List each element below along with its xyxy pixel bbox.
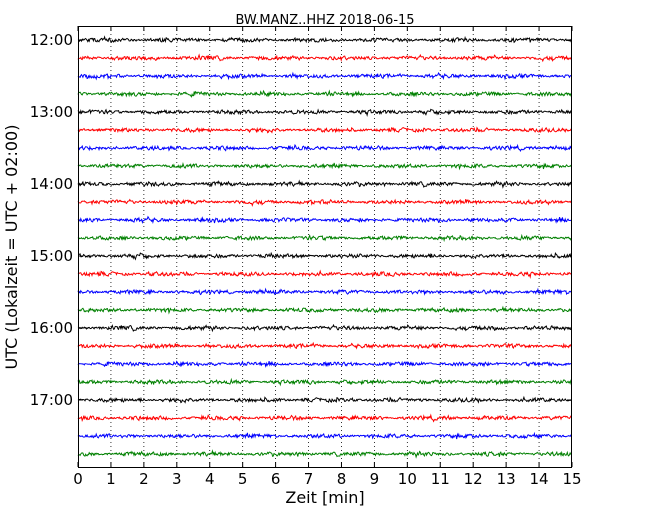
x-tick-label: 11 (431, 470, 450, 488)
trace-1345 (77, 162, 572, 171)
trace-1300 (77, 108, 572, 117)
trace-1730 (77, 431, 572, 440)
x-tick-label: 6 (271, 470, 281, 488)
trace-1400 (77, 179, 572, 189)
y-tick-label: 15:00 (30, 247, 73, 265)
trace-1600 (77, 323, 572, 333)
trace-1615 (77, 341, 572, 350)
seismogram-traces (77, 35, 572, 459)
x-tick-label: 9 (370, 470, 380, 488)
x-axis-label: Zeit [min] (285, 488, 364, 507)
trace-1745 (77, 449, 572, 459)
x-tick-label: 4 (205, 470, 215, 488)
y-tick-label: 17:00 (30, 391, 73, 409)
x-tick-label: 7 (304, 470, 314, 488)
trace-1230 (77, 71, 572, 81)
trace-1515 (77, 269, 572, 279)
x-axis-ticks: 0 1 2 3 4 5 6 7 8 9 10 11 12 13 14 15 (73, 26, 582, 488)
x-tick-label: 15 (562, 470, 581, 488)
x-tick-label: 10 (398, 470, 417, 488)
x-tick-label: 3 (172, 470, 182, 488)
trace-1630 (77, 360, 572, 369)
trace-1645 (77, 377, 572, 387)
trace-1200 (77, 35, 572, 44)
x-tick-label: 12 (464, 470, 483, 488)
trace-1245 (77, 89, 572, 98)
y-axis-ticks: 12:00 13:00 14:00 15:00 16:00 17:00 (30, 31, 572, 409)
y-tick-label: 12:00 (30, 31, 73, 49)
x-tick-label: 0 (73, 470, 83, 488)
x-tick-label: 14 (530, 470, 549, 488)
trace-1415 (77, 198, 572, 207)
trace-1545 (77, 305, 572, 315)
x-tick-label: 13 (497, 470, 516, 488)
trace-1430 (77, 215, 572, 224)
y-tick-label: 16:00 (30, 319, 73, 337)
vertical-gridlines (110, 26, 540, 467)
x-tick-label: 2 (139, 470, 149, 488)
trace-1715 (77, 413, 572, 423)
trace-1215 (77, 53, 572, 63)
trace-1530 (77, 287, 572, 296)
plot-frame (78, 26, 572, 468)
x-tick-label: 1 (106, 470, 116, 488)
x-tick-label: 8 (337, 470, 347, 488)
y-axis-label: UTC (Lokalzeit = UTC + 02:00) (2, 125, 21, 370)
y-tick-label: 13:00 (30, 103, 73, 121)
x-tick-label: 5 (238, 470, 248, 488)
trace-1315 (77, 126, 572, 134)
chart-title: BW.MANZ..HHZ 2018-06-15 (235, 13, 414, 28)
trace-1500 (77, 251, 572, 261)
trace-1700 (77, 395, 572, 404)
trace-1330 (77, 143, 572, 153)
trace-1445 (77, 233, 572, 243)
y-tick-label: 14:00 (30, 175, 73, 193)
